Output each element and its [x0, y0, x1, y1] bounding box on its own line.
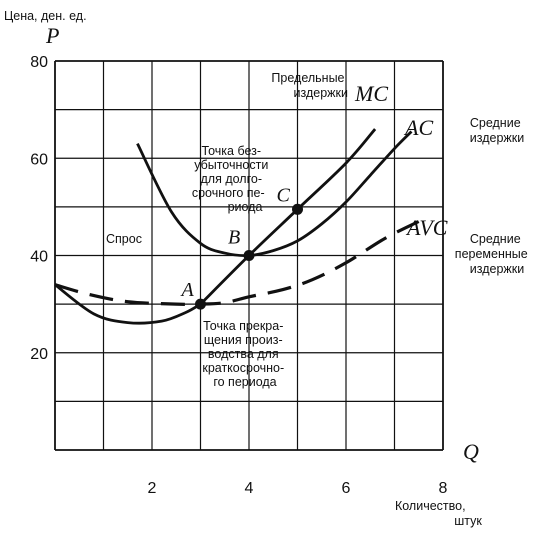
- x-axis-title-line: штук: [454, 514, 482, 528]
- avc-annotation-line: издержки: [470, 262, 524, 276]
- ac-annotation-line: издержки: [470, 131, 524, 145]
- avc-curve-label: AVC: [405, 215, 448, 240]
- x-axis-title: Количество, штук: [395, 499, 482, 528]
- mc-annotation-line: Предельные: [271, 71, 344, 85]
- y-tick-label: 40: [30, 249, 48, 266]
- ac-annotation: Средние издержки: [470, 116, 524, 145]
- point-c-marker: [292, 203, 303, 215]
- avc-annotation-line: Средние: [470, 232, 521, 246]
- point-c-label: C: [277, 184, 291, 206]
- x-axis-symbol: Q: [463, 439, 479, 464]
- breakeven-annotation-line: срочного пе-: [192, 186, 265, 200]
- x-tick-label: 4: [245, 480, 254, 497]
- shutdown-annotation-line: щения произ-: [204, 333, 283, 347]
- ac-curve-label: AC: [403, 115, 433, 140]
- y-axis-symbol: P: [45, 23, 59, 48]
- mc-curve-label: MC: [354, 81, 388, 106]
- shutdown-annotation-line: го периода: [213, 375, 276, 389]
- y-axis-title: Цена, ден. ед.: [4, 9, 87, 23]
- shutdown-annotation-line: Точка прекра-: [203, 319, 283, 333]
- point-a-marker: [195, 298, 206, 310]
- mc-annotation: Предельные издержки: [271, 71, 348, 100]
- avc-annotation: Средние переменные издержки: [455, 232, 531, 276]
- shutdown-annotation-line: краткосрочно-: [202, 361, 284, 375]
- y-tick-label: 20: [30, 346, 48, 363]
- point-a-label: A: [180, 279, 195, 301]
- shutdown-annotation: Точка прекра- щения произ- водства для к…: [202, 319, 287, 389]
- point-b-label: B: [228, 227, 240, 249]
- breakeven-annotation-line: риода: [228, 200, 263, 214]
- shutdown-annotation-line: водства для: [208, 347, 279, 361]
- mc-annotation-line: издержки: [294, 86, 348, 100]
- x-tick-label: 2: [148, 480, 157, 497]
- breakeven-annotation-line: Точка без-: [201, 144, 261, 158]
- curve-demand: [54, 283, 202, 325]
- breakeven-annotation: Точка без- убыточности для долго- срочно…: [192, 144, 272, 214]
- curve-mc: [136, 130, 413, 257]
- x-tick-label: 6: [342, 480, 351, 497]
- ac-annotation-line: Средние: [470, 116, 521, 130]
- y-tick-label: 80: [30, 54, 48, 71]
- tick-labels: 2 4 6 8 20 40 60 80: [30, 54, 447, 497]
- point-b-marker: [243, 250, 255, 261]
- avc-annotation-line: переменные: [455, 247, 528, 261]
- x-axis-title-line: Количество,: [395, 499, 466, 513]
- y-tick-label: 60: [30, 151, 48, 168]
- breakeven-annotation-line: убыточности: [194, 158, 268, 172]
- breakeven-annotation-line: для долго-: [201, 172, 263, 186]
- demand-annotation: Спрос: [106, 232, 142, 246]
- x-tick-label: 8: [439, 480, 448, 497]
- curve-avc: [54, 220, 420, 306]
- points: A B C: [180, 184, 303, 310]
